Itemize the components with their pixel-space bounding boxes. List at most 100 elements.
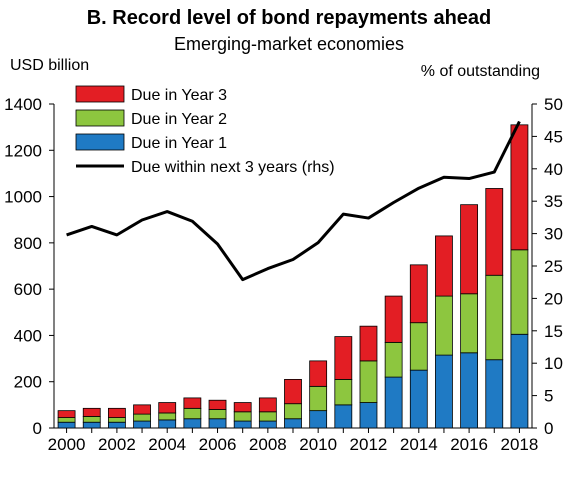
bar-due-in-year-1 [284, 418, 302, 429]
left-tick-label: 1400 [4, 95, 42, 114]
bar-due-in-year-2 [485, 274, 504, 361]
bar-due-in-year-2 [384, 341, 403, 378]
bar-due-in-year-1 [82, 421, 101, 429]
left-tick-label: 400 [14, 326, 42, 345]
legend-swatch [75, 85, 125, 103]
chart-title: B. Record level of bond repayments ahead [87, 7, 492, 29]
bar-due-in-year-3 [158, 402, 177, 414]
bar-due-in-year-1 [309, 410, 328, 429]
x-tick-label: 2010 [299, 435, 337, 454]
legend-label: Due in Year 2 [131, 111, 227, 128]
right-tick-label: 10 [544, 354, 563, 373]
bar-due-in-year-2 [409, 322, 428, 371]
right-tick-label: 0 [544, 419, 553, 438]
plot-area: 0 200 400 600 800 1000 1200 1400 0 5 10 15 20 25 30 35 4… [4, 95, 563, 454]
right-axis-unit: % of outstanding [421, 63, 540, 80]
bar-due-in-year-2 [284, 403, 302, 420]
left-tick-label: 600 [14, 280, 42, 299]
bar-due-in-year-3 [510, 124, 529, 251]
bar-due-in-year-2 [158, 412, 177, 421]
bar-due-in-year-1 [409, 369, 428, 429]
bar-due-in-year-3 [233, 402, 252, 413]
legend: Due in Year 3 Due in Year 2 Due in Year 1 D… [75, 85, 335, 176]
bar-due-in-year-3 [435, 235, 453, 297]
bar-due-in-year-3 [82, 407, 101, 417]
right-tick-label: 40 [544, 160, 563, 179]
bar-due-in-year-2 [435, 295, 453, 356]
bar-due-in-year-1 [107, 421, 126, 429]
bar-due-in-year-2 [57, 417, 76, 423]
bar-due-in-year-3 [208, 399, 227, 410]
bar-due-in-year-1 [435, 354, 453, 429]
bar-due-in-year-1 [258, 420, 277, 429]
bar-due-in-year-1 [510, 333, 529, 429]
bar-due-in-year-1 [485, 359, 504, 429]
bar-due-in-year-1 [334, 404, 353, 429]
legend-swatch [75, 133, 125, 151]
x-tick-label: 2014 [400, 435, 438, 454]
x-tick-label: 2012 [350, 435, 388, 454]
bar-due-in-year-2 [460, 293, 479, 354]
legend-label: Due in Year 1 [131, 135, 227, 152]
bar-due-in-year-2 [334, 378, 353, 406]
right-tick-label: 35 [544, 192, 563, 211]
right-tick-label: 20 [544, 289, 563, 308]
bar-due-in-year-3 [107, 407, 126, 418]
bar-due-in-year-2 [107, 417, 126, 423]
x-tick-label: 2008 [249, 435, 287, 454]
bar-due-in-year-2 [183, 407, 202, 420]
bar-due-in-year-2 [309, 385, 328, 412]
bar-due-in-year-2 [133, 413, 151, 422]
x-tick-label: 2000 [48, 435, 86, 454]
bar-due-in-year-2 [82, 416, 101, 423]
bar-due-in-year-3 [133, 404, 151, 415]
left-tick-label: 1000 [4, 188, 42, 207]
legend-swatch [75, 109, 125, 127]
x-tick-label: 2004 [148, 435, 186, 454]
bar-due-in-year-2 [208, 409, 227, 420]
right-tick-label: 30 [544, 225, 563, 244]
bar-due-in-year-1 [158, 419, 177, 429]
x-tick-label: 2002 [98, 435, 136, 454]
bar-due-in-year-2 [258, 411, 277, 422]
bar-due-in-year-3 [258, 397, 277, 413]
bar-due-in-year-3 [359, 325, 378, 362]
bar-due-in-year-3 [309, 360, 328, 387]
right-tick-label: 15 [544, 322, 563, 341]
bar-due-in-year-3 [409, 264, 428, 324]
bar-due-in-year-3 [485, 188, 504, 276]
right-tick-label: 25 [544, 257, 563, 276]
bar-due-in-year-3 [384, 295, 403, 343]
x-tick-label: 2006 [199, 435, 237, 454]
x-tick-label: 2018 [501, 435, 539, 454]
bar-due-in-year-1 [208, 418, 227, 429]
bar-due-in-year-3 [460, 204, 479, 295]
left-tick-label: 800 [14, 234, 42, 253]
bar-due-in-year-1 [183, 418, 202, 429]
bar-due-in-year-1 [133, 420, 151, 429]
bar-due-in-year-1 [460, 352, 479, 429]
chart-subtitle: Emerging-market economies [174, 34, 404, 54]
right-tick-label: 5 [544, 387, 553, 406]
left-tick-label: 0 [33, 419, 42, 438]
bar-due-in-year-1 [384, 376, 403, 429]
bar-due-in-year-3 [284, 378, 302, 405]
right-tick-label: 45 [544, 127, 563, 146]
left-tick-label: 200 [14, 373, 42, 392]
right-tick-label: 50 [544, 95, 563, 114]
bar-due-in-year-1 [233, 420, 252, 429]
legend-label: Due within next 3 years (rhs) [131, 159, 335, 176]
legend-label: Due in Year 3 [131, 87, 227, 104]
bar-due-in-year-2 [359, 360, 378, 403]
x-tick-label: 2016 [450, 435, 488, 454]
line-due-within-3-years [66, 120, 521, 282]
bar-due-in-year-1 [57, 421, 76, 429]
left-tick-label: 1200 [4, 141, 42, 160]
bar-due-in-year-3 [334, 336, 353, 380]
bar-due-in-year-2 [510, 249, 529, 335]
bar-due-in-year-1 [359, 402, 378, 429]
bar-due-in-year-3 [57, 410, 76, 418]
bar-due-in-year-2 [233, 411, 252, 422]
left-axis-unit: USD billion [10, 57, 89, 74]
